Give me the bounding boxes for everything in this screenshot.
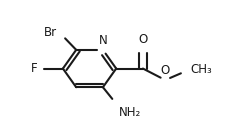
Text: O: O: [138, 33, 147, 46]
Text: O: O: [160, 64, 169, 77]
Text: Br: Br: [44, 26, 57, 39]
Text: CH₃: CH₃: [190, 63, 212, 76]
Text: F: F: [31, 62, 37, 75]
Text: N: N: [98, 34, 107, 47]
Text: NH₂: NH₂: [118, 106, 140, 119]
